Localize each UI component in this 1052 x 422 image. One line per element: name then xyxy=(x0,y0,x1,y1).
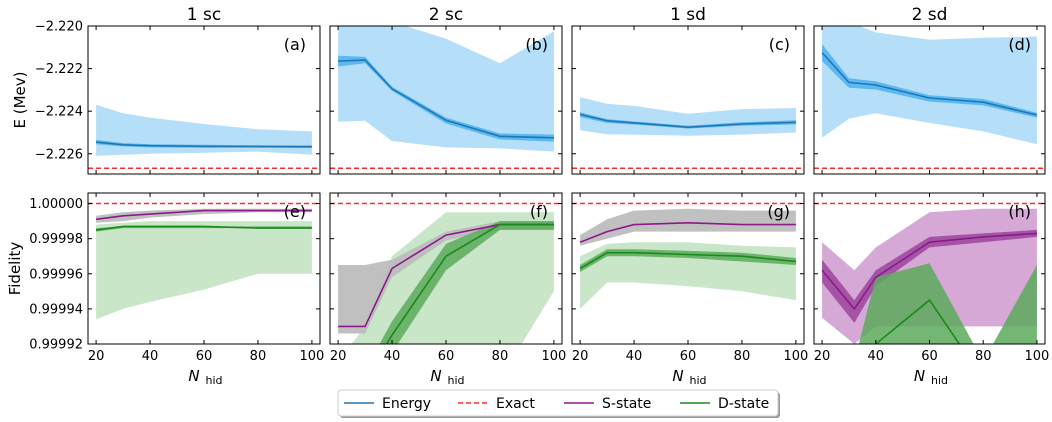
panel-label: (c) xyxy=(769,35,790,54)
column-title: 1 sd xyxy=(670,5,706,25)
y-tick-label: −2.220 xyxy=(35,20,83,35)
legend-s-state-label: S-state xyxy=(602,396,651,412)
legend-box xyxy=(337,389,779,417)
panel-label: (d) xyxy=(1008,35,1031,54)
energy-line xyxy=(96,141,312,148)
energy-line xyxy=(821,52,1038,116)
legend-exact-label: Exact xyxy=(496,396,535,412)
x-tick-label: 40 xyxy=(384,349,401,364)
energy-band-outer xyxy=(580,97,796,136)
energy-band-inner xyxy=(822,44,1037,118)
x-tick-label: 40 xyxy=(868,349,885,364)
x-axis-label-sub: hid xyxy=(447,374,464,387)
energy-band-outer xyxy=(338,26,554,152)
legend-energy-label: Energy xyxy=(382,396,431,412)
legend-d-state-label: D-state xyxy=(718,396,769,412)
y-tick-label: 0.99992 xyxy=(29,338,83,353)
x-axis-label-sub: hid xyxy=(205,374,222,387)
x-tick-label: 20 xyxy=(88,349,105,364)
y-tick-label: −2.226 xyxy=(35,147,83,162)
x-tick-label: 40 xyxy=(142,349,159,364)
x-axis-label: N xyxy=(188,367,199,385)
d-band-inner xyxy=(858,263,1037,344)
panel-label: (b) xyxy=(525,35,548,54)
s-band xyxy=(580,208,796,246)
text-layer: −2.220 −2.222 −2.224 −2.226 (a) 1 sc (b) 2 sc (c… xyxy=(6,5,1049,387)
energy-band-outer xyxy=(96,104,312,156)
band-layer xyxy=(96,26,1037,344)
s-state-line xyxy=(821,232,1037,311)
x-tick-label: 100 xyxy=(783,349,808,364)
d-state-line xyxy=(385,223,554,344)
d-state-line xyxy=(95,225,312,231)
d-state-line xyxy=(579,251,796,270)
x-tick-label: 80 xyxy=(250,349,267,364)
y-tick-label: 0.99998 xyxy=(29,232,83,247)
x-tick-label: 60 xyxy=(196,349,213,364)
x-axis-label: N xyxy=(672,367,683,385)
x-tick-label: 80 xyxy=(975,349,992,364)
energy-line xyxy=(338,59,554,139)
x-tick-label: 80 xyxy=(734,349,751,364)
x-tick-label: 80 xyxy=(492,349,509,364)
y-tick-label: 0.99996 xyxy=(29,267,83,282)
s-band xyxy=(338,221,554,334)
energy-y-label: E (Mev) xyxy=(11,72,29,129)
d-band-inner xyxy=(379,221,554,344)
panel-label: (g) xyxy=(767,202,790,221)
x-tick-label: 100 xyxy=(299,349,324,364)
x-tick-label: 100 xyxy=(541,349,566,364)
y-tick-label: 0.99994 xyxy=(29,302,83,317)
x-axis-label-sub: hid xyxy=(689,374,706,387)
column-title: 1 sc xyxy=(187,5,221,25)
y-tick-label: −2.222 xyxy=(35,62,83,77)
x-axis-label: N xyxy=(430,367,441,385)
s-state-line xyxy=(579,221,796,243)
column-title: 2 sd xyxy=(912,5,948,25)
x-tick-label: 60 xyxy=(680,349,697,364)
x-tick-label: 60 xyxy=(921,349,938,364)
d-state-line xyxy=(874,298,961,344)
column-title: 2 sc xyxy=(429,5,463,25)
x-tick-label: 40 xyxy=(626,349,643,364)
x-tick-label: 20 xyxy=(330,349,347,364)
x-axis-label-sub: hid xyxy=(931,374,948,387)
y-tick-label: −2.224 xyxy=(35,105,83,120)
fidelity-y-label: Fidelity xyxy=(6,242,24,296)
x-tick-label: 60 xyxy=(438,349,455,364)
energy-line xyxy=(579,113,796,129)
energy-band-outer xyxy=(822,26,1037,145)
x-tick-label: 20 xyxy=(814,349,831,364)
line-layer xyxy=(88,52,1045,344)
d-band-inner xyxy=(580,249,796,272)
panel-label: (f) xyxy=(530,202,548,221)
panel-label: (a) xyxy=(284,35,306,54)
d-band-outer xyxy=(96,221,312,320)
panel-label: (e) xyxy=(284,202,306,221)
s-state-line xyxy=(95,209,312,221)
panel-label: (h) xyxy=(1008,202,1031,221)
frame-layer xyxy=(87,25,1046,345)
x-tick-label: 100 xyxy=(1025,349,1050,364)
y-tick-label: 1.00000 xyxy=(29,197,83,212)
x-tick-label: 20 xyxy=(572,349,589,364)
x-axis-label: N xyxy=(914,367,925,385)
s-band xyxy=(96,208,312,223)
legend: Energy Exact S-state D-state xyxy=(337,389,780,418)
